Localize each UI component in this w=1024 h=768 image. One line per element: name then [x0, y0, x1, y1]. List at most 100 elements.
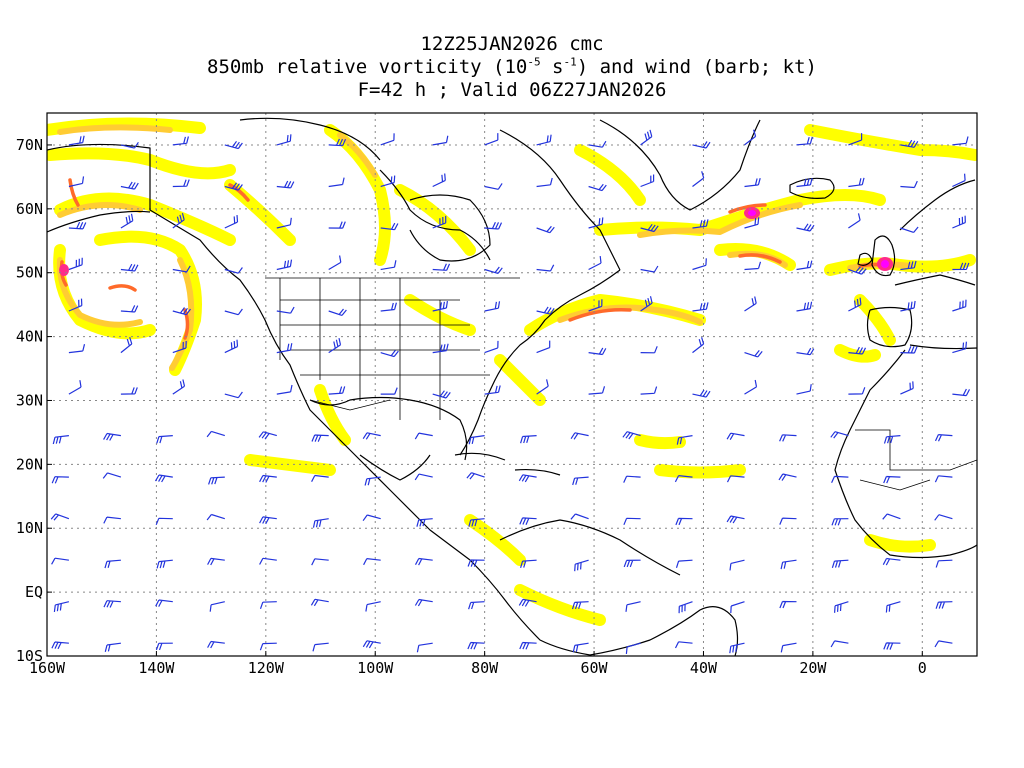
wind-barb	[311, 474, 329, 482]
wind-barb	[952, 173, 966, 188]
wind-barb	[520, 559, 537, 568]
wind-barb	[692, 337, 705, 354]
wind-barb	[520, 435, 537, 444]
wind-barb	[120, 305, 139, 313]
wind-barb	[120, 213, 134, 229]
wind-barb	[207, 640, 225, 649]
wind-barb	[432, 263, 451, 271]
wind-barb	[414, 432, 433, 440]
wind-barb	[622, 431, 641, 440]
wind-barb	[518, 474, 537, 483]
wind-barb	[536, 306, 555, 315]
wind-barb	[623, 475, 641, 483]
wind-barb	[623, 559, 641, 568]
wind-barb	[571, 601, 589, 610]
wind-barb	[259, 557, 277, 565]
map-area	[47, 113, 977, 656]
wind-barb	[570, 513, 589, 520]
title-run: 12Z25JAN2026 cmc	[420, 33, 604, 55]
wind-barb	[380, 387, 398, 395]
latitude-tick-label: 50N	[16, 264, 43, 282]
wind-barb	[328, 308, 347, 316]
wind-barb	[848, 213, 861, 229]
wind-barb	[692, 141, 711, 149]
wind-barb	[276, 306, 295, 314]
wind-barb	[518, 598, 537, 607]
wind-barb	[692, 219, 709, 229]
wind-barb	[830, 640, 849, 648]
wind-barb	[848, 133, 863, 146]
wind-barb	[588, 347, 607, 356]
wind-barb	[676, 435, 693, 445]
latitude-tick-label: 10N	[16, 519, 43, 537]
wind-barb	[50, 513, 70, 521]
wind-barb	[536, 379, 549, 395]
wind-barb	[432, 343, 449, 354]
wind-barb	[224, 182, 243, 191]
wind-barb	[259, 642, 277, 651]
wind-barb	[468, 435, 485, 445]
wind-barb	[726, 475, 745, 483]
wind-barb	[848, 387, 866, 395]
wind-barb	[120, 387, 138, 395]
wind-barb	[796, 347, 815, 356]
wind-barb	[952, 341, 967, 354]
wind-barb	[744, 261, 762, 271]
wind-barb	[952, 215, 966, 229]
wind-barb	[380, 349, 399, 358]
wind-barb	[744, 178, 761, 188]
wind-barb	[414, 598, 433, 607]
longitude-tick-label: 100W	[357, 659, 394, 677]
wind-barb	[796, 301, 813, 312]
wind-barb	[900, 346, 918, 354]
wind-barb	[104, 559, 121, 569]
title-field-part3: ) and wind (barb; kt)	[576, 56, 817, 78]
longitude-tick-label: 0	[918, 659, 927, 677]
wind-barb	[120, 263, 139, 272]
wind-barb	[900, 139, 919, 148]
wind-barb	[362, 432, 381, 440]
wind-barb	[68, 380, 82, 395]
coastlines	[47, 117, 977, 656]
wind-barb	[883, 642, 901, 650]
wind-barb	[536, 177, 553, 188]
title-valid: F=42 h ; Valid 06Z27JAN2026	[357, 79, 667, 101]
wind-barb	[831, 518, 849, 526]
map-frame	[46, 112, 978, 657]
wind-barb	[276, 384, 293, 395]
wind-barb	[328, 337, 342, 354]
wind-barb	[574, 559, 589, 572]
wind-barb	[692, 389, 711, 398]
wind-barb	[934, 434, 953, 442]
wind-barb	[519, 641, 537, 650]
wind-barb	[416, 518, 433, 527]
wind-barb	[467, 559, 485, 567]
latitude-tick-label: 70N	[16, 136, 43, 154]
wind-barb	[468, 601, 485, 610]
wind-barb	[692, 171, 705, 187]
wind-barb	[848, 266, 867, 275]
wind-barb	[796, 136, 813, 146]
wind-barb	[625, 601, 641, 612]
wind-barb	[206, 430, 225, 438]
wind-barb	[328, 255, 342, 271]
wind-barb	[103, 516, 121, 524]
wind-barb	[796, 223, 815, 232]
title-field-part2: s	[540, 56, 564, 78]
wind-barb	[466, 472, 485, 480]
latitude-tick-label: 20N	[16, 455, 43, 473]
wind-barb	[311, 558, 329, 566]
wind-barb	[588, 299, 603, 312]
wind-barb	[484, 301, 501, 312]
wind-barb	[224, 267, 243, 274]
wind-barb	[52, 435, 69, 445]
wind-barb	[276, 259, 293, 271]
wind-barb	[154, 474, 173, 483]
wind-barb	[900, 300, 916, 312]
wind-barb	[536, 134, 552, 146]
wind-barb	[380, 133, 395, 146]
map-gridlines	[47, 113, 977, 656]
longitude-tick-label: 80W	[471, 659, 499, 677]
wind-barb	[778, 473, 797, 481]
